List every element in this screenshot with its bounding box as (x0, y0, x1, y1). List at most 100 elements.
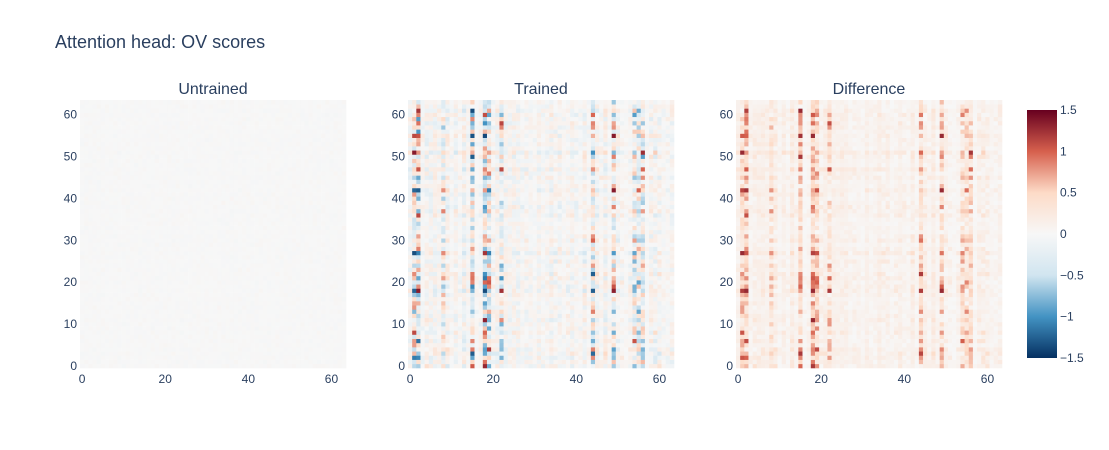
heatmap-cell (196, 162, 201, 168)
heatmap-cell (649, 313, 654, 319)
heatmap-cell (291, 175, 297, 180)
heatmap-cell (333, 305, 338, 310)
heatmap-cell (333, 208, 338, 214)
heatmap-cell (188, 167, 193, 172)
heatmap-cell (412, 326, 417, 331)
heatmap-cell (279, 259, 284, 264)
heatmap-cell (109, 355, 114, 360)
heatmap-cell (113, 175, 118, 180)
heatmap-cell (163, 141, 168, 147)
heatmap-cell (80, 112, 85, 118)
heatmap-cell (653, 355, 658, 360)
heatmap-cell (474, 355, 479, 360)
heatmap-cell (229, 221, 235, 226)
heatmap-cell (657, 363, 662, 369)
heatmap-cell (84, 301, 89, 306)
heatmap-cell (262, 150, 268, 155)
heatmap-cell (183, 334, 189, 339)
heatmap-cell (225, 254, 230, 260)
heatmap-cell (183, 321, 189, 327)
heatmap-cell (208, 129, 214, 134)
heatmap-cell (84, 321, 89, 327)
heatmap-cell (279, 116, 284, 122)
heatmap-cell (615, 334, 621, 339)
heatmap-cell (287, 234, 293, 239)
heatmap-cell (121, 317, 127, 323)
heatmap-cell (167, 284, 172, 289)
heatmap-cell (213, 238, 218, 243)
heatmap-cell (250, 342, 255, 348)
heatmap-cell (296, 150, 301, 155)
heatmap-cell (200, 334, 205, 339)
heatmap-cell (188, 108, 193, 113)
heatmap-cell (437, 342, 442, 348)
heatmap-cell (163, 116, 168, 122)
heatmap-cell (138, 363, 143, 369)
heatmap-cell (262, 112, 268, 118)
heatmap-cell (341, 204, 347, 210)
heatmap-cell (428, 309, 434, 314)
y-tick-label: 40 (64, 191, 78, 205)
heatmap-cell (661, 326, 666, 331)
heatmap-cell (595, 347, 600, 352)
heatmap-cell (225, 229, 230, 235)
heatmap-cell (200, 150, 205, 155)
heatmap-cell (208, 317, 214, 323)
heatmap-cell (204, 150, 210, 155)
heatmap-cell (321, 317, 326, 323)
heatmap-cell (649, 334, 654, 339)
heatmap-cell (100, 338, 106, 344)
heatmap-cell (657, 342, 662, 348)
heatmap-cell (416, 355, 421, 360)
heatmap-cell (267, 200, 272, 205)
heatmap-cell (499, 317, 504, 323)
heatmap-cell (312, 351, 318, 356)
heatmap-cell (291, 196, 297, 201)
heatmap-cell (462, 338, 467, 344)
heatmap-cell (574, 326, 579, 331)
heatmap-cell (221, 116, 226, 122)
heatmap-cell (341, 229, 347, 235)
heatmap-cell (225, 196, 230, 201)
heatmap-cell (171, 171, 176, 176)
heatmap-cell (267, 254, 272, 260)
heatmap-cell (225, 100, 230, 105)
heatmap-cell (192, 175, 197, 180)
heatmap-cell (312, 309, 318, 314)
heatmap-cell (308, 275, 314, 281)
heatmap-cell (113, 317, 118, 323)
heatmap-cell (229, 313, 235, 319)
heatmap-cell (590, 309, 596, 314)
heatmap-cell (250, 234, 255, 239)
heatmap-cell (275, 225, 280, 231)
heatmap-cell (287, 112, 293, 118)
heatmap-cell (146, 326, 151, 331)
heatmap-cell (283, 125, 289, 130)
heatmap-cell (221, 217, 226, 222)
heatmap-cell (275, 100, 280, 105)
heatmap-cell (312, 104, 318, 109)
heatmap-cell (321, 363, 326, 369)
heatmap-cell (183, 154, 189, 159)
heatmap-cell (242, 104, 247, 109)
heatmap-cell (96, 238, 102, 243)
heatmap-cell (329, 284, 334, 289)
heatmap-cell (167, 167, 172, 172)
heatmap-cell (291, 171, 297, 176)
heatmap-cell (229, 238, 235, 243)
heatmap-cell (113, 301, 118, 306)
heatmap-cell (92, 359, 97, 365)
heatmap-cell (221, 351, 226, 356)
heatmap-cell (254, 204, 260, 210)
heatmap-cell (208, 342, 214, 348)
heatmap-cell (532, 347, 538, 352)
heatmap-cell (341, 141, 347, 147)
heatmap-cell (175, 342, 181, 348)
heatmap-cell (171, 305, 176, 310)
heatmap-cell (92, 254, 97, 260)
heatmap-cell (254, 104, 260, 109)
heatmap-cell (499, 355, 504, 360)
heatmap-cell (213, 267, 218, 272)
heatmap-cell (541, 317, 546, 323)
heatmap-cell (254, 342, 260, 348)
